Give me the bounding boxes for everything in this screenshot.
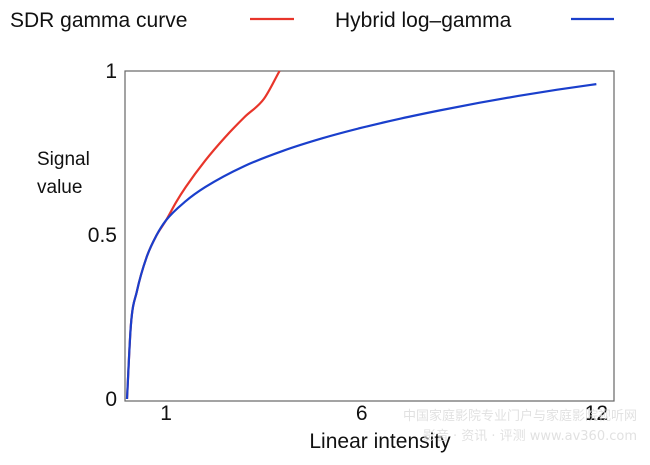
x-tick-label: 12 — [585, 402, 608, 425]
legend-label-sdr: SDR gamma curve — [10, 9, 187, 32]
plot-frame — [124, 70, 615, 402]
y-tick-labels: 00.51 — [88, 60, 117, 411]
x-axis-label: Linear intensity — [309, 430, 451, 453]
y-tick-label: 1 — [105, 60, 117, 83]
legend: SDR gamma curve Hybrid log–gamma — [10, 9, 614, 32]
series-line-hybrid-log-gamma — [125, 83, 597, 400]
watermark-line2: 影音 · 资讯 · 评测 www.av360.com — [423, 428, 637, 444]
y-tick-label: 0.5 — [88, 224, 117, 247]
watermark-line1: 中国家庭影院专业门户与家庭影院视听网 — [403, 408, 637, 424]
y-tick-label: 0 — [105, 388, 117, 411]
x-tick-label: 6 — [356, 402, 368, 425]
x-tick-label: 1 — [160, 402, 172, 425]
y-axis-label-line1: Signal — [37, 149, 90, 170]
series-line-sdr-gamma — [125, 70, 281, 400]
y-axis-label-line2: value — [37, 177, 82, 198]
x-tick-labels: 1 6 12 — [160, 402, 608, 425]
legend-label-hlg: Hybrid log–gamma — [335, 9, 512, 32]
